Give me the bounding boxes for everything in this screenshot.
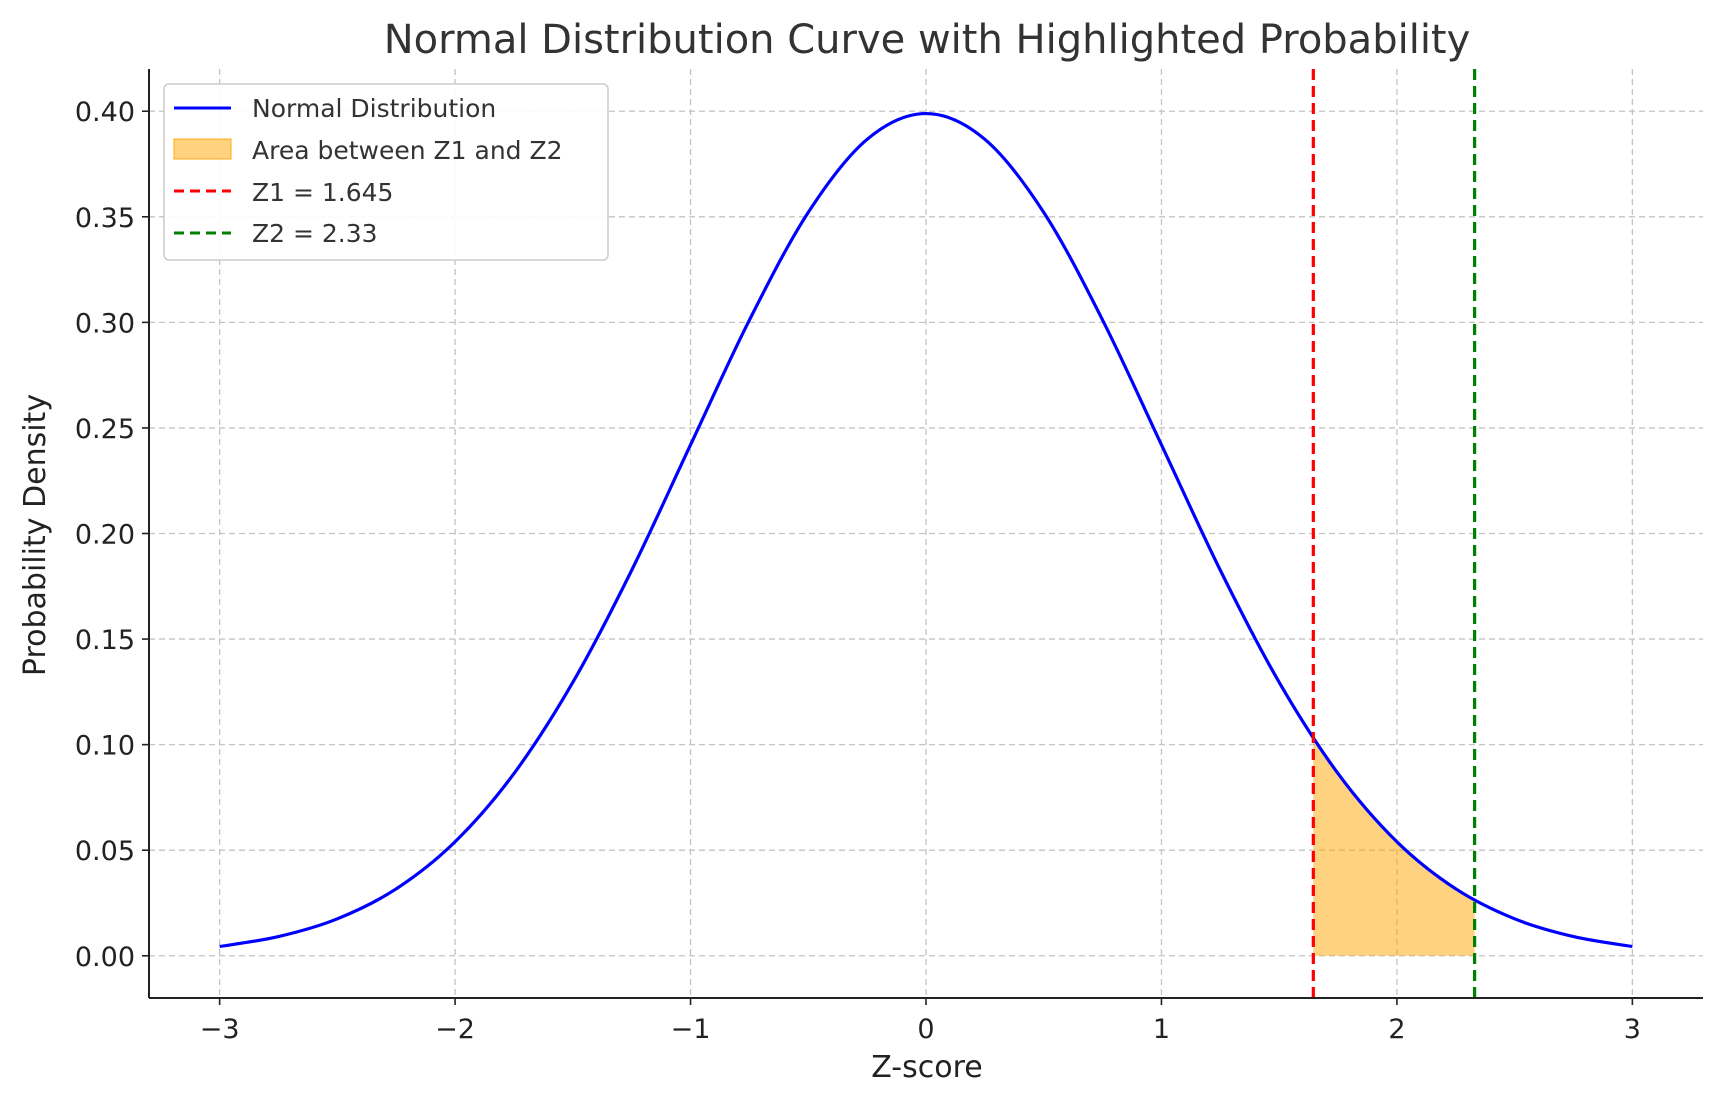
y-tick-label: 0.35 xyxy=(75,203,135,234)
y-axis-ticks: 0.00 0.05 0.10 0.15 0.20 0.25 0.30 0.35 0.40 xyxy=(75,97,149,973)
x-tick-label: 3 xyxy=(1624,1014,1641,1045)
highlighted-area xyxy=(1313,738,1475,956)
x-tick-label: −3 xyxy=(200,1014,240,1045)
y-tick-label: 0.40 xyxy=(75,97,135,128)
legend: Normal Distribution Area between Z1 and … xyxy=(163,83,609,261)
legend-label-normal-distribution: Normal Distribution xyxy=(252,94,496,123)
legend-label-area: Area between Z1 and Z2 xyxy=(252,136,563,165)
y-tick-label: 0.00 xyxy=(75,942,135,973)
x-tick-label: 1 xyxy=(1153,1014,1170,1045)
highlighted-area-layer xyxy=(1313,738,1475,956)
x-tick-label: 2 xyxy=(1388,1014,1405,1045)
y-axis-label: Probability Density xyxy=(18,394,53,676)
x-axis-label: Z-score xyxy=(871,1050,982,1085)
x-tick-label: 0 xyxy=(917,1014,934,1045)
x-axis-ticks: −3 −2 −1 0 1 2 3 xyxy=(200,998,1641,1045)
y-tick-label: 0.05 xyxy=(75,836,135,867)
y-tick-label: 0.25 xyxy=(75,414,135,445)
x-tick-label: −1 xyxy=(671,1014,711,1045)
legend-frame xyxy=(163,83,609,261)
y-tick-label: 0.15 xyxy=(75,625,135,656)
z-lines-layer xyxy=(1311,69,1477,998)
y-tick-label: 0.10 xyxy=(75,731,135,762)
legend-label-z1: Z1 = 1.645 xyxy=(252,178,393,207)
y-tick-label: 0.20 xyxy=(75,520,135,551)
chart-title: Normal Distribution Curve with Highlight… xyxy=(384,17,1471,63)
x-tick-label: −2 xyxy=(435,1014,475,1045)
grid-lines xyxy=(149,69,1703,998)
normal-distribution-curve xyxy=(219,111,1633,949)
legend-label-z2: Z2 = 2.33 xyxy=(252,219,378,248)
curve-layer xyxy=(219,111,1633,949)
legend-swatch-area xyxy=(173,138,232,160)
y-tick-label: 0.30 xyxy=(75,308,135,339)
